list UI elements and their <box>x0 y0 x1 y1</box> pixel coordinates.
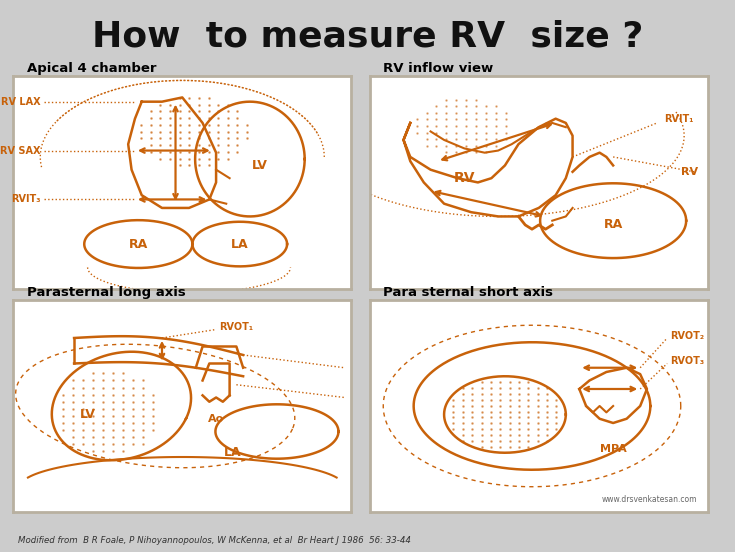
Text: RA: RA <box>129 237 148 251</box>
Text: RVIT₁: RVIT₁ <box>664 114 693 124</box>
Text: RV: RV <box>681 167 698 177</box>
Text: LV: LV <box>252 159 268 172</box>
Text: LA: LA <box>224 446 242 459</box>
Text: Para sternal short axis: Para sternal short axis <box>383 285 553 299</box>
Text: Modified from  B R Foale, P Nihoyannopoulos, W McKenna, et al  Br Heart J 1986  : Modified from B R Foale, P Nihoyannopoul… <box>18 537 412 545</box>
Text: LV: LV <box>79 408 96 421</box>
Text: RA: RA <box>603 219 623 231</box>
Text: RV SAX: RV SAX <box>0 146 40 156</box>
Text: RV: RV <box>453 171 475 185</box>
Text: www.drsvenkatesan.com: www.drsvenkatesan.com <box>602 495 698 504</box>
Text: Apical 4 chamber: Apical 4 chamber <box>26 62 157 75</box>
Text: Parasternal long axis: Parasternal long axis <box>26 285 185 299</box>
Text: RV inflow view: RV inflow view <box>383 62 493 75</box>
Text: RV LAX: RV LAX <box>1 97 40 107</box>
Text: How  to measure RV  size ?: How to measure RV size ? <box>92 19 643 54</box>
Text: RVOT₁: RVOT₁ <box>220 322 254 332</box>
Text: RVOT₂: RVOT₂ <box>670 331 705 341</box>
Text: RVIT₃: RVIT₃ <box>11 194 40 204</box>
Text: RVOT₃: RVOT₃ <box>670 357 705 367</box>
Text: MPA: MPA <box>600 443 626 454</box>
Text: LA: LA <box>231 237 248 251</box>
Text: Ao: Ao <box>208 414 224 424</box>
